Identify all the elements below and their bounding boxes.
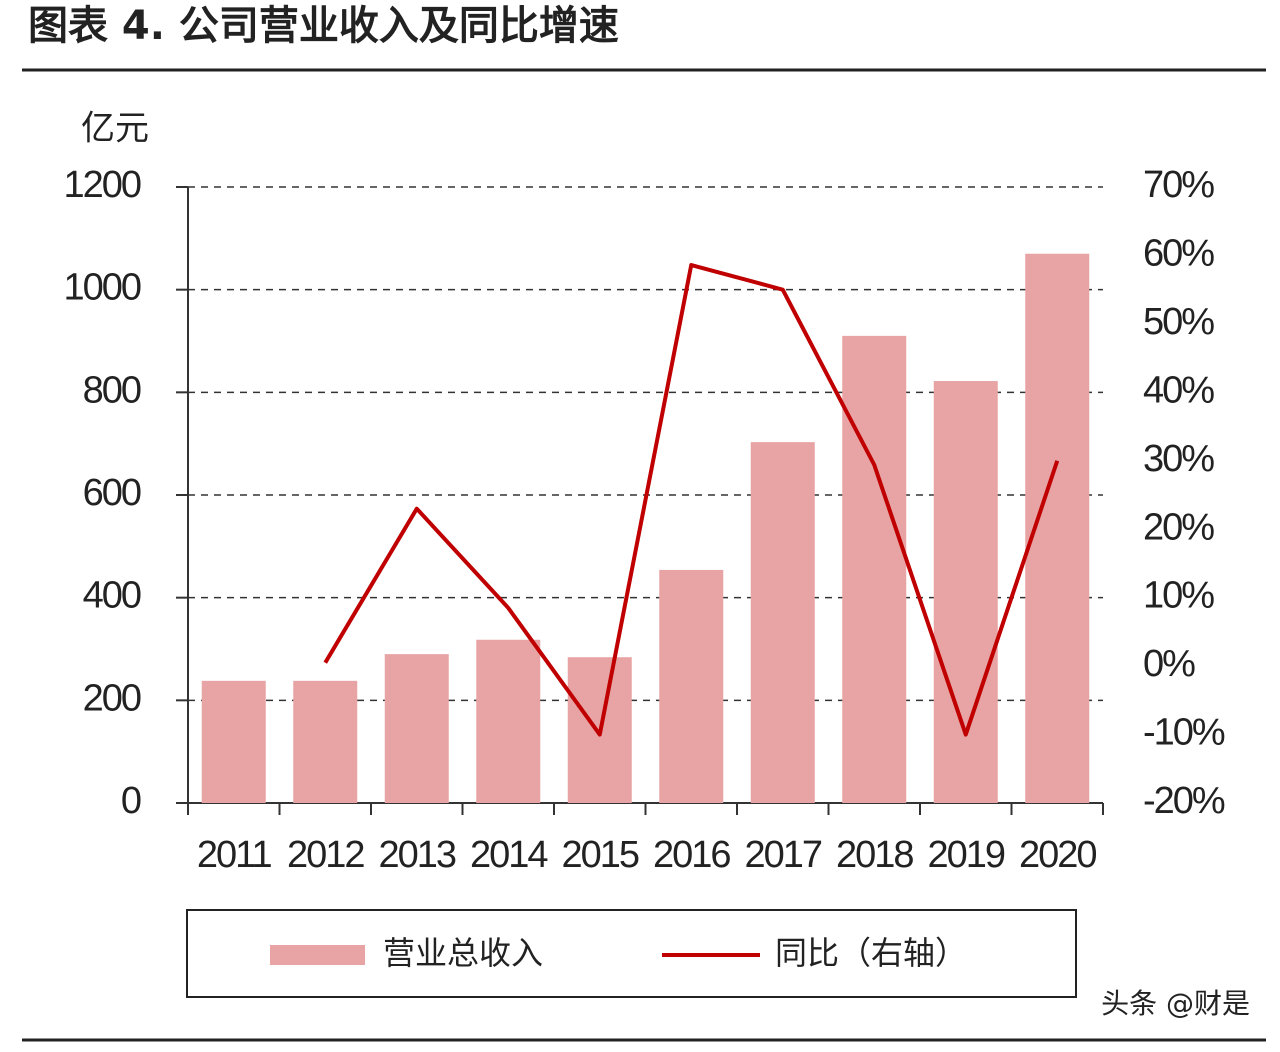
- y2-tick-label: 70%: [1143, 164, 1214, 206]
- y-tick-label: 200: [83, 677, 141, 719]
- x-tick-label: 2019: [927, 834, 1004, 876]
- y-tick-label: 800: [83, 369, 141, 411]
- legend-label: 同比（右轴）: [775, 934, 967, 972]
- x-tick-label: 2014: [470, 834, 548, 876]
- y-tick-label: 1000: [63, 267, 140, 309]
- y2-tick-label: 40%: [1143, 369, 1214, 411]
- chart-title: 图表 4. 公司营业收入及同比增速: [28, 3, 619, 49]
- x-tick-label: 2013: [378, 834, 455, 876]
- legend-box: [186, 909, 1077, 998]
- x-tick-label: 2016: [653, 834, 730, 876]
- bar: [933, 381, 998, 803]
- bar: [384, 654, 449, 803]
- y-tick-label: 600: [83, 472, 141, 514]
- bar: [750, 442, 815, 803]
- y2-tick-label: 30%: [1143, 438, 1214, 480]
- y2-tick-label: 20%: [1143, 506, 1214, 548]
- y-tick-label: 0: [121, 780, 141, 822]
- y-tick-label: 400: [83, 575, 141, 617]
- bar: [476, 639, 541, 803]
- y-axis-label: 亿元: [81, 109, 149, 149]
- bar: [293, 680, 358, 803]
- y2-tick-label: 10%: [1143, 575, 1214, 617]
- bar: [842, 335, 907, 803]
- y2-tick-label: 0%: [1143, 643, 1195, 685]
- x-tick-label: 2020: [1019, 834, 1096, 876]
- watermark: 头条 @财是: [1101, 987, 1250, 1020]
- bar: [659, 569, 724, 803]
- bar: [201, 680, 266, 803]
- y2-tick-label: -10%: [1143, 712, 1225, 754]
- x-tick-label: 2017: [744, 834, 821, 876]
- x-tick-label: 2018: [836, 834, 913, 876]
- y2-tick-label: 50%: [1143, 301, 1214, 343]
- x-tick-label: 2015: [561, 834, 638, 876]
- line: [323, 263, 1060, 737]
- y2-tick-label: 60%: [1143, 232, 1214, 274]
- x-tick-label: 2011: [197, 834, 272, 876]
- y2-tick-label: -20%: [1143, 780, 1225, 822]
- y-tick-label: 1200: [63, 164, 140, 206]
- x-tick-label: 2012: [287, 834, 364, 876]
- legend-label: 营业总收入: [383, 934, 543, 972]
- legend-swatch: [270, 945, 365, 965]
